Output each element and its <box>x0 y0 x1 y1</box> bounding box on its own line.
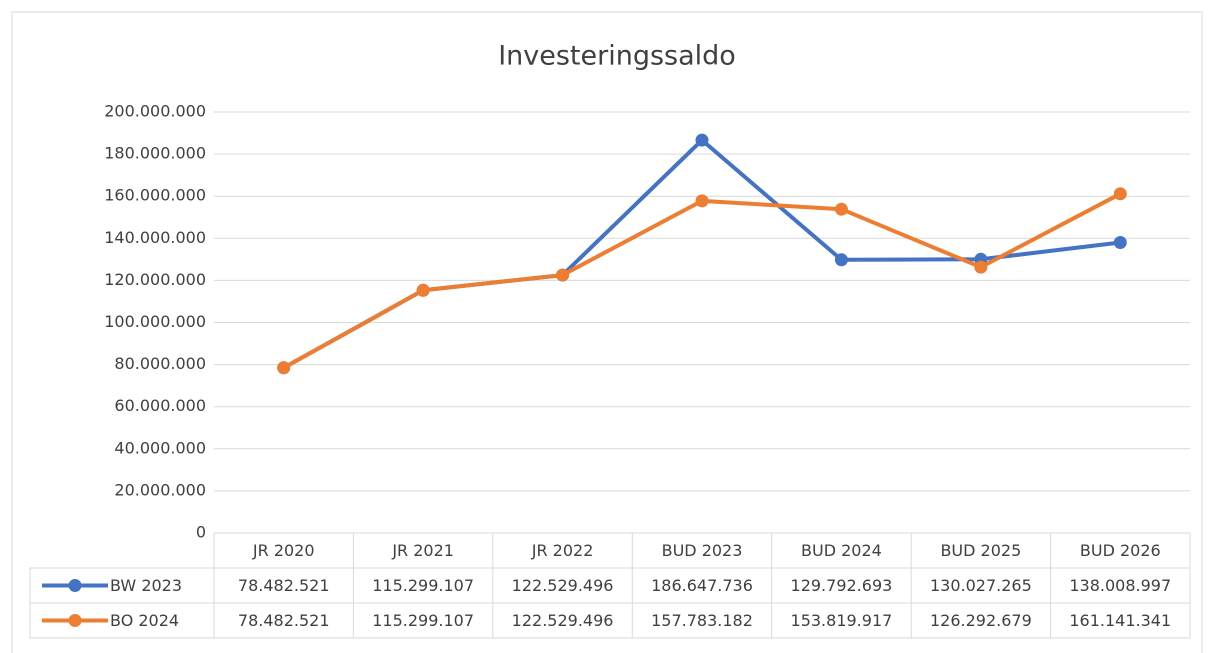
table-value: 78.482.521 <box>238 576 330 595</box>
x-tick-label: JR 2022 <box>531 541 594 560</box>
marker <box>416 283 430 297</box>
x-tick-label: BUD 2023 <box>662 541 743 560</box>
marker <box>556 268 570 282</box>
table-value: 130.027.265 <box>930 576 1032 595</box>
legend-label: BW 2023 <box>110 576 182 595</box>
x-tick-label: BUD 2024 <box>801 541 882 560</box>
chart-title: Investeringssaldo <box>498 41 736 72</box>
marker <box>277 361 291 375</box>
y-tick-label: 20.000.000 <box>114 480 206 499</box>
marker <box>695 133 709 147</box>
marker <box>834 202 848 216</box>
x-tick-label: JR 2020 <box>252 541 315 560</box>
marker <box>695 194 709 208</box>
x-tick-label: BUD 2026 <box>1080 541 1161 560</box>
marker <box>1113 187 1127 201</box>
table-value: 161.141.341 <box>1069 611 1171 630</box>
table-value: 122.529.496 <box>512 611 614 630</box>
table-value: 122.529.496 <box>512 576 614 595</box>
marker <box>834 253 848 267</box>
x-tick-label: BUD 2025 <box>940 541 1021 560</box>
y-tick-label: 0 <box>196 523 206 542</box>
legend-marker <box>68 579 82 592</box>
y-tick-label: 200.000.000 <box>104 102 206 121</box>
y-tick-label: 160.000.000 <box>104 186 206 205</box>
y-tick-label: 140.000.000 <box>104 228 206 247</box>
y-tick-label: 120.000.000 <box>104 270 206 289</box>
y-tick-label: 100.000.000 <box>104 312 206 331</box>
y-tick-label: 60.000.000 <box>114 396 206 415</box>
y-tick-label: 40.000.000 <box>114 438 206 457</box>
marker <box>1113 235 1127 249</box>
table-value: 115.299.107 <box>372 576 474 595</box>
table-value: 115.299.107 <box>372 611 474 630</box>
y-tick-label: 180.000.000 <box>104 144 206 163</box>
table-value: 157.783.182 <box>651 611 753 630</box>
legend-label: BO 2024 <box>110 611 179 630</box>
table-value: 153.819.917 <box>791 611 893 630</box>
chart-border <box>11 11 1203 653</box>
table-value: 186.647.736 <box>651 576 753 595</box>
y-tick-label: 80.000.000 <box>114 354 206 373</box>
legend-marker <box>68 614 82 627</box>
table-value: 78.482.521 <box>238 611 330 630</box>
x-tick-label: JR 2021 <box>391 541 454 560</box>
table-value: 129.792.693 <box>791 576 893 595</box>
table-value: 126.292.679 <box>930 611 1032 630</box>
marker <box>974 260 988 274</box>
table-value: 138.008.997 <box>1069 576 1171 595</box>
